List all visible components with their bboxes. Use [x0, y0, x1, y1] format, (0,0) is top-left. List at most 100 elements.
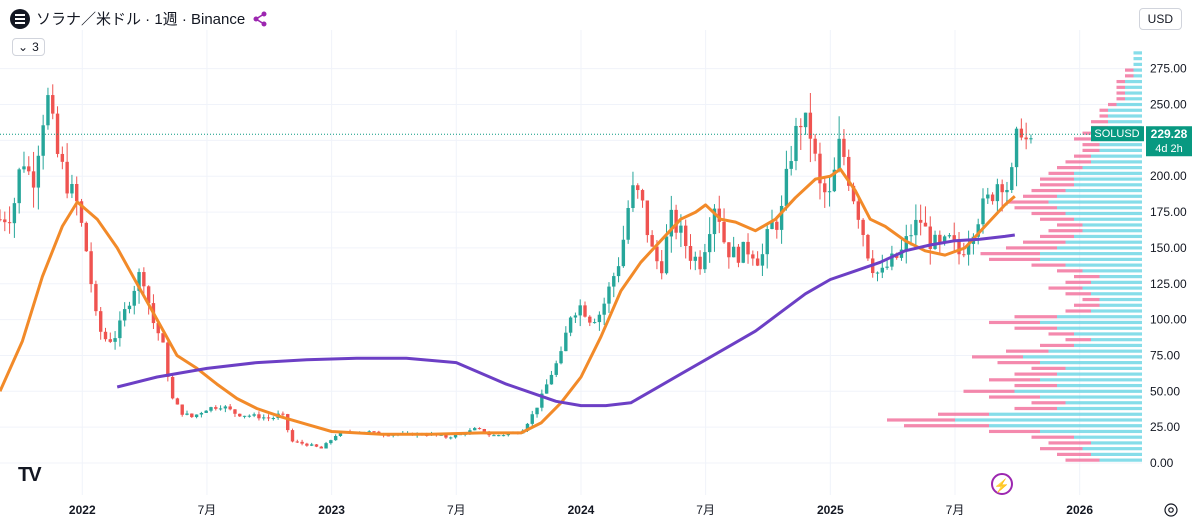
volume-profile-bar-up — [1091, 452, 1142, 456]
volume-profile-bar-up — [1116, 102, 1142, 107]
lightning-icon[interactable]: ⚡ — [991, 473, 1013, 495]
volume-profile-bar-up — [1133, 51, 1142, 55]
volume-profile-bar-up — [1065, 240, 1142, 244]
volume-profile-bar-up — [1074, 343, 1142, 348]
volume-profile-bar-down — [1125, 74, 1134, 78]
settings-gear-icon[interactable] — [1163, 502, 1179, 518]
volume-profile-bar-down — [1048, 229, 1083, 233]
candle-body — [108, 339, 112, 342]
volume-profile-bar-down — [1048, 286, 1083, 290]
y-tick-label: 25.00 — [1150, 420, 1180, 434]
candle-body — [324, 443, 328, 449]
candle-body — [501, 435, 506, 437]
solana-logo-icon — [10, 8, 30, 29]
volume-profile-bar-up — [1065, 263, 1142, 267]
candle-body — [242, 415, 247, 417]
y-tick-label: 50.00 — [1150, 384, 1180, 398]
volume-profile-bar-up — [1074, 435, 1142, 439]
candle-body — [636, 185, 640, 191]
volume-profile-bar-down — [1040, 234, 1074, 239]
candle-body — [990, 194, 995, 202]
x-tick-label: 2025 — [817, 503, 844, 517]
candle-body — [214, 407, 218, 409]
candle-body — [372, 431, 376, 433]
volume-profile-bar-down — [1014, 315, 1057, 319]
candle-body — [544, 384, 549, 394]
candle-body — [918, 219, 923, 223]
candle-body — [247, 415, 252, 417]
y-tick-label: 125.00 — [1150, 277, 1187, 291]
candle-body — [669, 209, 674, 237]
volume-profile-bar-up — [1074, 171, 1142, 175]
candle-body — [1010, 167, 1014, 190]
volume-profile-bar-up — [1099, 143, 1142, 147]
volume-profile-bar-down — [1031, 188, 1066, 193]
candle-body — [813, 138, 817, 154]
volume-profile-bar-down — [989, 429, 1040, 434]
candle-body — [113, 338, 117, 342]
candle-body — [51, 95, 55, 114]
volume-profile-bar-up — [1108, 120, 1142, 124]
candle-body — [736, 246, 741, 263]
volume-profile-bar-down — [1057, 223, 1083, 227]
candle-body — [252, 414, 256, 416]
volume-profile-bar-up — [1040, 429, 1142, 434]
candle-body — [832, 169, 837, 192]
volume-profile-bar-down — [1065, 160, 1091, 164]
share-icon[interactable] — [251, 10, 269, 28]
volume-profile-bar-down — [1082, 143, 1100, 147]
candle-body — [1024, 137, 1028, 140]
currency-selector[interactable]: USD — [1138, 8, 1182, 30]
ma-slow-line — [116, 233, 1016, 408]
volume-profile-bar-up — [1091, 338, 1142, 342]
candle-body — [22, 166, 26, 170]
volume-profile-bar-up — [1057, 194, 1142, 198]
candle-body — [238, 413, 242, 417]
candle-body — [180, 404, 184, 415]
candle-body — [75, 183, 79, 202]
candle-body — [957, 240, 961, 255]
candle-body — [933, 234, 937, 249]
candle-body — [751, 254, 755, 259]
candle-body — [194, 414, 199, 418]
volume-profile-bar-up — [1057, 206, 1142, 210]
x-tick-label: 7月 — [946, 503, 965, 517]
x-tick-label: 2023 — [318, 503, 345, 517]
candle-body — [309, 444, 314, 446]
candle-body — [554, 363, 558, 375]
volume-profile-bar-down — [1023, 194, 1057, 198]
volume-profile-bar-down — [1082, 297, 1100, 302]
candle-body — [679, 225, 683, 233]
volume-profile-bar-down — [1116, 79, 1125, 84]
volume-profile-bar-down — [1040, 447, 1083, 451]
volume-profile-bar-down — [1099, 114, 1108, 118]
volume-profile-bar-down — [938, 412, 989, 416]
candle-body — [779, 205, 784, 230]
y-tick-label: 0.00 — [1150, 456, 1174, 470]
candle-body — [890, 253, 894, 267]
volume-profile-bar-up — [1082, 269, 1142, 273]
candle-body — [655, 246, 659, 262]
candle-body — [674, 209, 678, 233]
candle-body — [127, 305, 132, 310]
volume-profile-bar-down — [1074, 154, 1091, 158]
price-tag-symbol-bg — [1091, 126, 1144, 142]
tradingview-logo-icon: TV — [18, 464, 42, 486]
indicator-toggle[interactable]: ⌄ 3 — [12, 38, 45, 56]
candle-body — [3, 219, 7, 223]
volume-profile-bar-down — [1031, 211, 1066, 216]
candle-body — [885, 266, 889, 268]
candle-body — [70, 183, 74, 194]
candle-body — [530, 414, 534, 424]
candle-body — [640, 190, 645, 201]
volume-profile-bar-up — [1057, 406, 1142, 411]
volume-profile-bar-down — [1065, 280, 1091, 284]
candle-body — [473, 428, 477, 431]
volume-profile-bar-up — [1040, 361, 1142, 365]
candle-body — [175, 398, 180, 405]
volume-profile-bar-down — [1023, 240, 1066, 244]
candle-body — [588, 316, 592, 323]
volume-profile-bar-down — [1116, 97, 1125, 101]
candle-body — [986, 194, 990, 199]
